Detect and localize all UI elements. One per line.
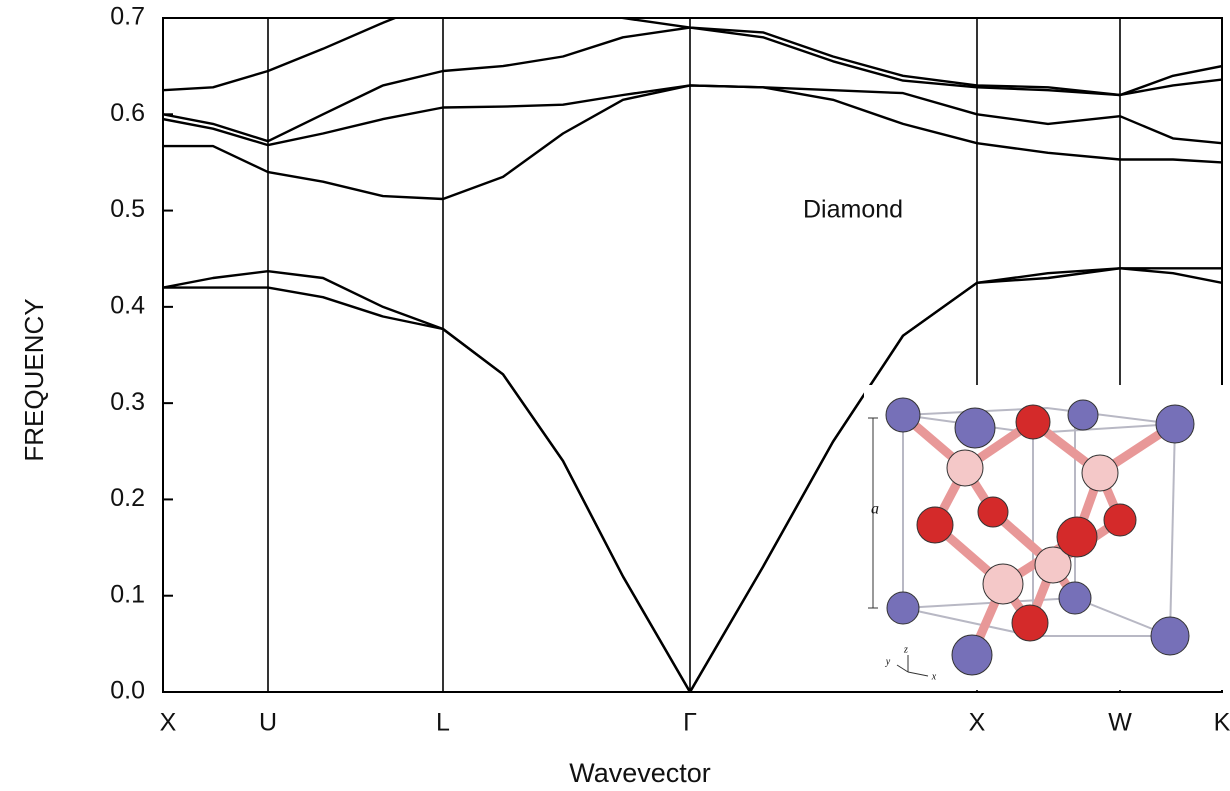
x-tick-label: W [1108, 709, 1132, 737]
y-tick-label: 0.1 [110, 580, 145, 608]
x-tick-label: L [436, 709, 450, 737]
y-tick-label: 0.4 [110, 291, 145, 319]
x-tick-label: K [1214, 709, 1230, 737]
chart: 0.00.10.20.30.40.50.60.7XULΓXWK Diamond … [0, 0, 1230, 791]
x-tick-label: X [969, 709, 986, 737]
x-tick-label: X [160, 709, 177, 737]
annotation: Diamond [803, 196, 903, 224]
band-line [163, 85, 1222, 199]
band-line [163, 0, 1222, 95]
inset-dimension-label: a [871, 501, 879, 518]
y-tick-label: 0.5 [110, 195, 145, 223]
y-axis-label: FREQUENCY [19, 298, 49, 461]
x-tick-label: U [259, 709, 277, 737]
y-tick-label: 0.7 [110, 3, 145, 31]
inset-axis-label: x [931, 671, 937, 682]
inset-axis-label: z [903, 644, 908, 655]
inset-axis-label: y [885, 656, 891, 667]
y-tick-label: 0.3 [110, 388, 145, 416]
x-axis-label: Wavevector [569, 758, 711, 788]
y-tick-label: 0.6 [110, 99, 145, 127]
y-tick-label: 0.0 [110, 677, 145, 705]
x-tick-label: Γ [683, 709, 697, 737]
crystal-inset: a z y x [864, 385, 1230, 690]
y-tick-label: 0.2 [110, 484, 145, 512]
